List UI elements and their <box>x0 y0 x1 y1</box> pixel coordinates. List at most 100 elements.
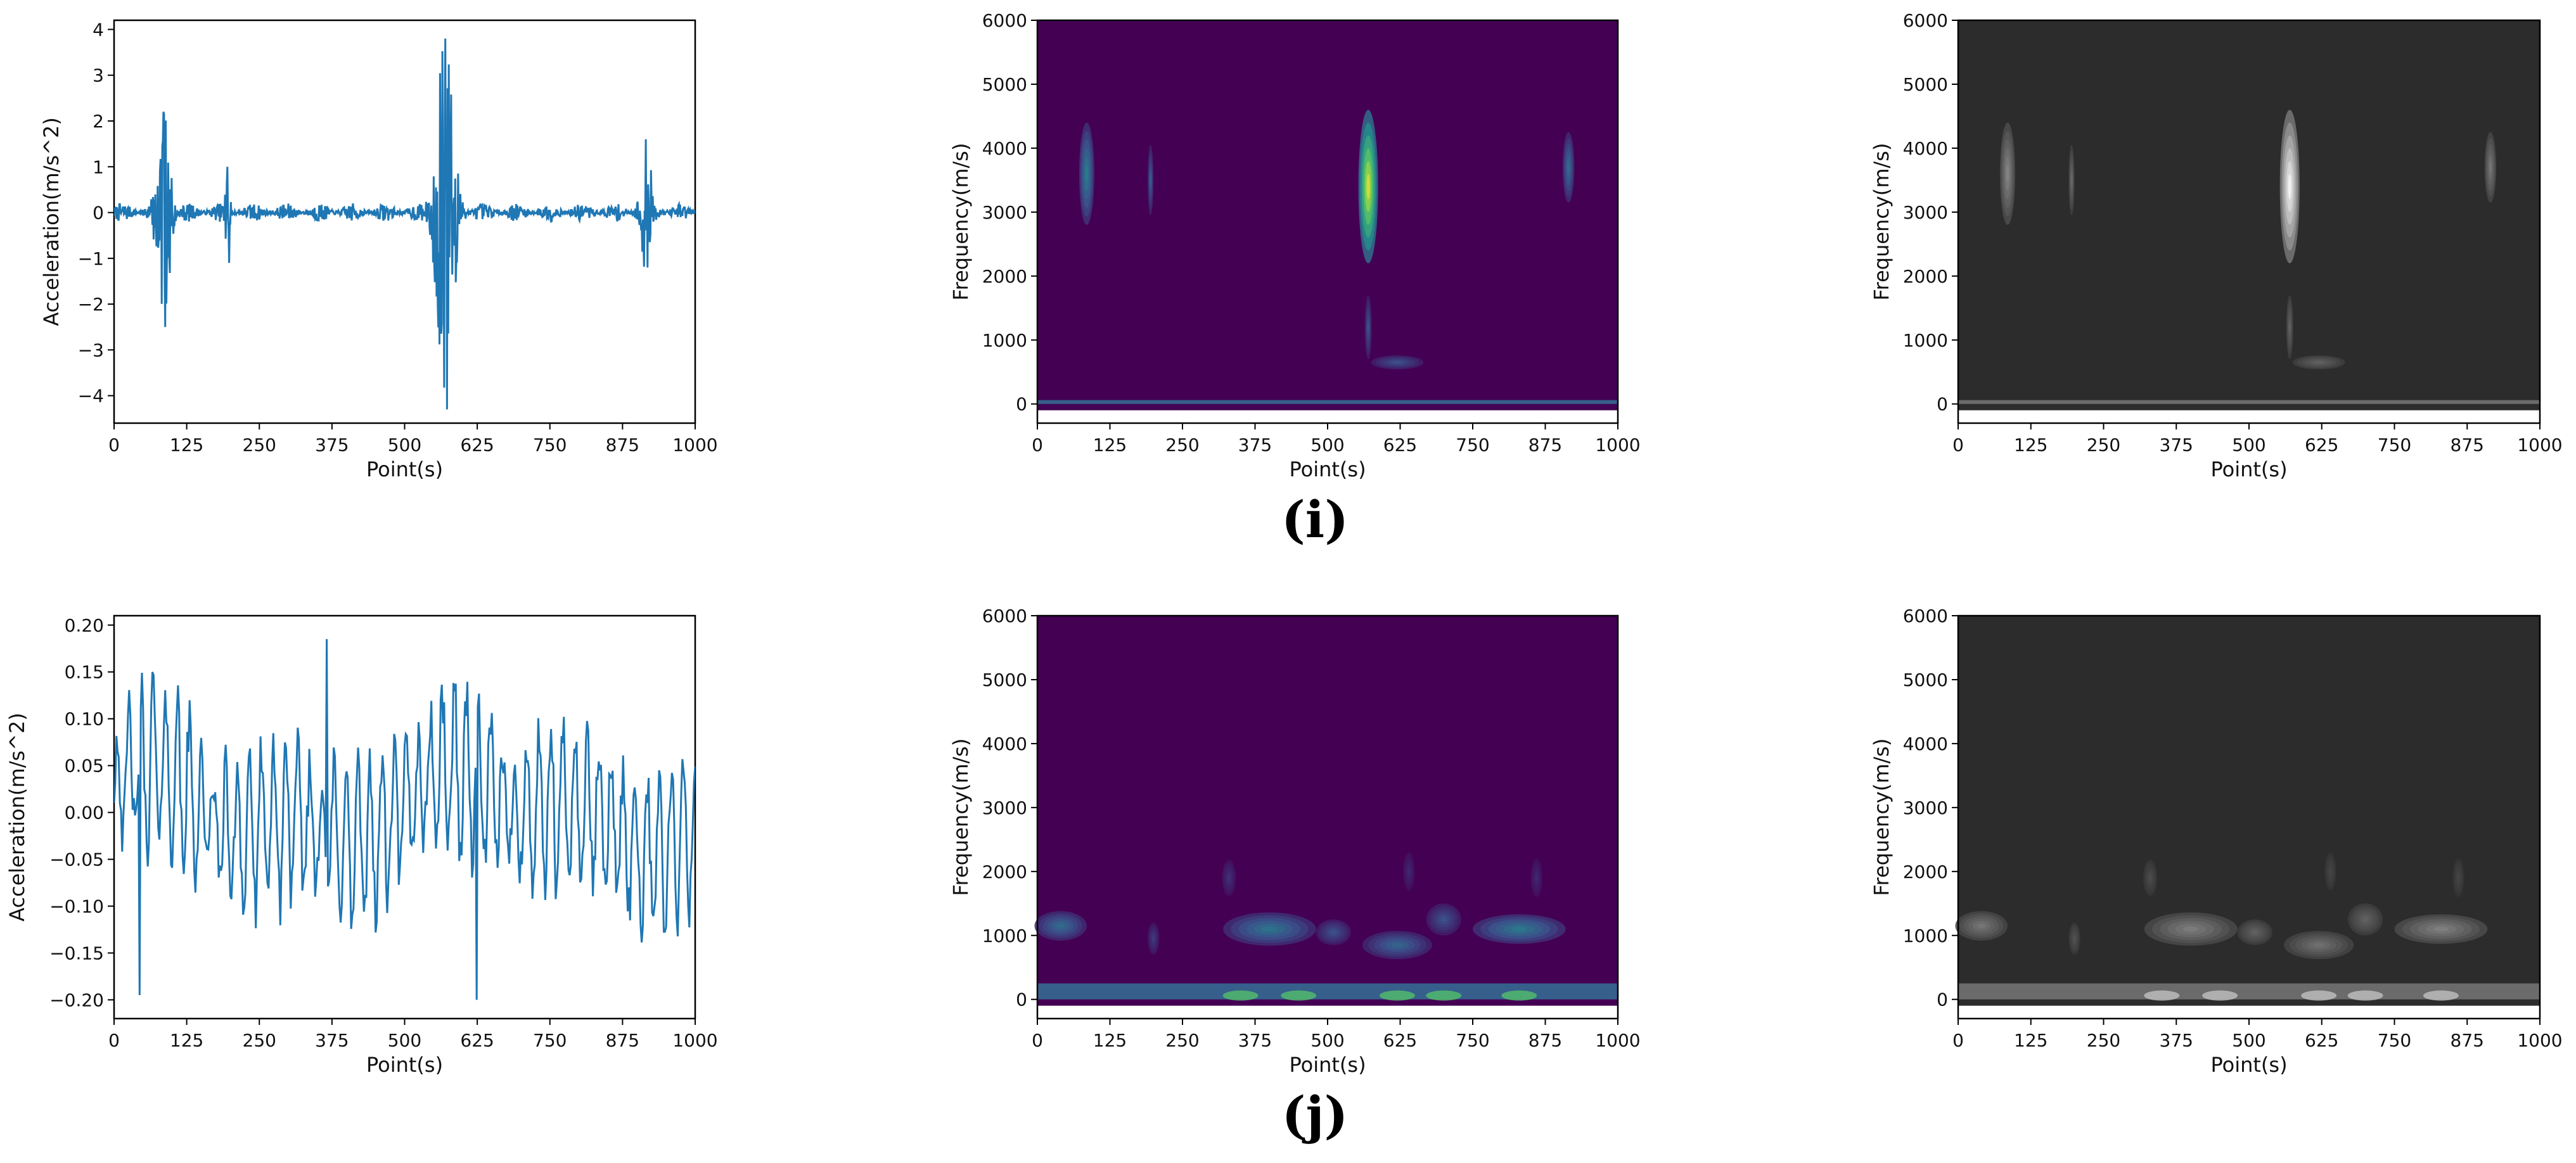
x-tick-label: 250 <box>2087 435 2120 455</box>
heatmap-blob <box>2457 874 2460 881</box>
y-tick-label: 0.10 <box>65 709 104 730</box>
x-tick-label: 125 <box>170 1030 203 1051</box>
x-tick-label: 375 <box>315 435 349 455</box>
x-tick-label: 625 <box>460 435 494 455</box>
heatmap-background <box>1958 20 2540 410</box>
chart-j-signal: 0 125 250 375 500 625 750 875 1000 −0.20 −0.15 −0.1… <box>5 614 718 1077</box>
x-tick-label: 625 <box>1383 1030 1417 1051</box>
y-tick-label: 0.00 <box>65 803 104 823</box>
baseline-hotspot <box>1379 990 1415 1001</box>
x-tick-label: 125 <box>2014 435 2047 455</box>
heatmap-background <box>1037 616 1618 1006</box>
y-axis-label: Acceleration(m/s^2) <box>5 713 29 922</box>
y-tick-label: 4000 <box>982 734 1027 754</box>
x-tick-label: 500 <box>1310 1030 1344 1051</box>
x-tick-label: 125 <box>1093 1030 1127 1051</box>
x-axis-label: Point(s) <box>2210 1053 2287 1077</box>
heatmap-blob <box>1535 874 1538 881</box>
x-tick-label: 0 <box>108 435 120 455</box>
x-axis-label: Point(s) <box>2210 457 2287 481</box>
y-axis-label: Frequency(m/s) <box>949 143 973 301</box>
chart-i-spectrogram-gray: 0 125 250 375 500 625 750 875 1000 0 1000 2000 3000 4… <box>1869 10 2563 481</box>
x-tick-label: 375 <box>1238 1030 1272 1051</box>
chart-i-spectrogram-color: 0 125 250 375 500 625 750 875 1000 0 1000 2000 3000 4… <box>949 10 1641 481</box>
baseline-hotspot <box>2144 990 2180 1001</box>
heatmap-blob <box>1366 174 1370 200</box>
baseline-hotspot <box>1501 990 1537 1001</box>
y-tick-label: 6000 <box>982 10 1027 31</box>
heatmap-blob <box>2070 174 2073 186</box>
y-tick-label: 2000 <box>982 266 1027 287</box>
heatmap-background <box>1037 20 1618 410</box>
y-tick-label: 2 <box>93 111 104 132</box>
baseline-hotspot <box>2202 990 2238 1001</box>
heatmap-blob <box>1330 930 1336 935</box>
y-tick-label: 1000 <box>1903 925 1948 946</box>
y-tick-label: 2000 <box>1903 266 1948 287</box>
heatmap-blob <box>1440 917 1447 922</box>
heatmap-blob <box>1227 875 1231 881</box>
x-tick-label: 1000 <box>1595 435 1640 455</box>
chart-j-spectrogram-gray: 0 125 250 375 500 625 750 875 1000 0 1000 2000 3000 4… <box>1869 606 2563 1077</box>
y-tick-label: 5000 <box>982 670 1027 690</box>
x-tick-label: 125 <box>1093 435 1127 455</box>
x-tick-label: 875 <box>606 435 639 455</box>
x-axis-label: Point(s) <box>1289 457 1366 481</box>
heatmap-blob <box>2314 361 2324 364</box>
x-tick-label: 625 <box>460 1030 494 1051</box>
heatmap-blob <box>2073 936 2076 942</box>
y-tick-label: 2000 <box>1903 861 1948 882</box>
x-tick-label: 250 <box>1165 435 1199 455</box>
y-tick-label: 4 <box>93 19 104 40</box>
heatmap-blob <box>1511 926 1527 932</box>
heatmap-background <box>1958 616 2540 1006</box>
y-tick-label: −4 <box>78 386 104 407</box>
y-tick-label: 0 <box>1016 989 1027 1010</box>
heatmap-lower-strip <box>1037 1005 1618 1019</box>
x-tick-label: 500 <box>388 435 421 455</box>
y-tick-label: 1 <box>93 156 104 177</box>
x-tick-label: 375 <box>1238 435 1272 455</box>
heatmap-blob <box>1393 361 1402 364</box>
y-tick-label: −0.05 <box>49 849 104 870</box>
y-tick-label: 5000 <box>1903 74 1948 95</box>
x-tick-label: 500 <box>388 1030 421 1051</box>
x-tick-label: 1000 <box>2517 1030 2562 1051</box>
x-tick-label: 0 <box>1032 435 1043 455</box>
x-tick-label: 625 <box>2305 435 2338 455</box>
y-tick-label: 4000 <box>1903 734 1948 754</box>
x-tick-label: 375 <box>2160 1030 2193 1051</box>
y-tick-label: 2000 <box>982 861 1027 882</box>
x-tick-label: 750 <box>2378 435 2411 455</box>
x-tick-label: 1000 <box>672 435 717 455</box>
x-tick-label: 875 <box>2451 435 2484 455</box>
y-tick-label: −0.10 <box>49 896 104 917</box>
x-tick-label: 250 <box>243 435 276 455</box>
y-tick-label: 4000 <box>982 138 1027 159</box>
y-tick-label: 3000 <box>1903 202 1948 223</box>
x-tick-label: 0 <box>1032 1030 1043 1051</box>
y-tick-label: 3000 <box>1903 798 1948 818</box>
heatmap-blob <box>2489 161 2492 174</box>
series-line <box>114 639 695 1000</box>
y-tick-label: 1000 <box>982 330 1027 351</box>
y-tick-label: −3 <box>78 340 104 360</box>
x-tick-label: 750 <box>1456 435 1489 455</box>
y-tick-label: 0 <box>1937 989 1948 1010</box>
x-tick-label: 250 <box>1165 1030 1199 1051</box>
baseline-hotspot <box>2423 990 2459 1001</box>
plot-frame <box>113 19 696 424</box>
x-tick-label: 625 <box>1383 435 1417 455</box>
y-axis-label: Frequency(m/s) <box>949 739 973 896</box>
x-tick-label: 875 <box>2451 1030 2484 1051</box>
heatmap-blob <box>1149 174 1152 186</box>
heatmap-blob <box>1262 926 1278 932</box>
baseline-band <box>1958 400 2540 404</box>
series-line <box>114 38 695 410</box>
y-tick-label: 1000 <box>1903 330 1948 351</box>
y-tick-label: 0.15 <box>65 662 104 683</box>
x-tick-label: 875 <box>606 1030 639 1051</box>
x-tick-label: 1000 <box>1595 1030 1640 1051</box>
chart-i-signal: 0 125 250 375 500 625 750 875 1000 −4 −3 −2 −1 0 1 2 3 4 P… <box>39 19 718 481</box>
y-axis-label: Frequency(m/s) <box>1869 739 1894 896</box>
